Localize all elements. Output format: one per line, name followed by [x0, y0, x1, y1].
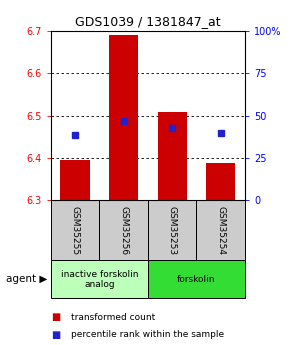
Bar	[148, 200, 196, 260]
Bar	[60, 160, 90, 200]
Title: GDS1039 / 1381847_at: GDS1039 / 1381847_at	[75, 16, 221, 29]
Bar	[148, 260, 245, 298]
Text: GSM35254: GSM35254	[216, 206, 225, 255]
Text: transformed count: transformed count	[71, 313, 155, 322]
Text: inactive forskolin
analog: inactive forskolin analog	[61, 270, 138, 289]
Bar	[51, 260, 148, 298]
Text: ■: ■	[51, 313, 60, 322]
Bar	[196, 200, 245, 260]
Text: GSM35255: GSM35255	[70, 206, 79, 255]
Text: GSM35253: GSM35253	[168, 206, 177, 255]
Bar	[51, 200, 99, 260]
Bar	[157, 112, 187, 200]
Bar	[109, 35, 138, 200]
Text: ■: ■	[51, 330, 60, 339]
Text: agent ▶: agent ▶	[6, 275, 47, 284]
Bar	[99, 200, 148, 260]
Text: GSM35256: GSM35256	[119, 206, 128, 255]
Text: forskolin: forskolin	[177, 275, 216, 284]
Bar	[206, 163, 235, 200]
Text: percentile rank within the sample: percentile rank within the sample	[71, 330, 224, 339]
